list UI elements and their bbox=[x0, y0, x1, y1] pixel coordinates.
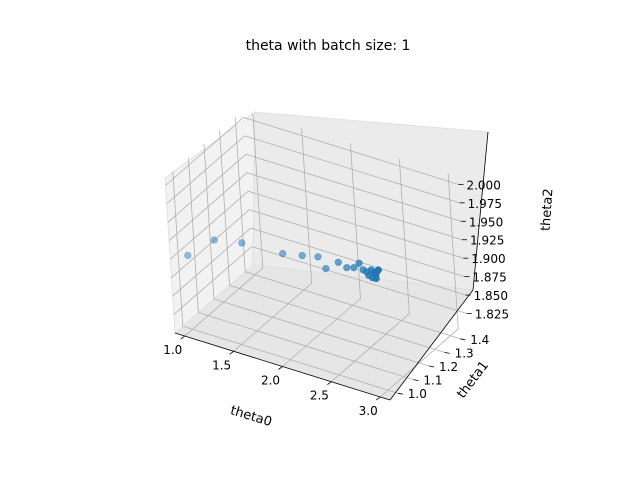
gridline-theta0 bbox=[379, 173, 459, 398]
gridline-theta2 bbox=[169, 190, 464, 260]
gridline-theta0 bbox=[184, 113, 264, 337]
tick-theta0 bbox=[180, 335, 186, 340]
theta0-axis-label: theta0 bbox=[228, 403, 273, 430]
gridline-theta2 bbox=[165, 116, 459, 186]
data-points bbox=[184, 236, 382, 283]
data-point bbox=[210, 236, 218, 244]
tick-label-theta0: 1.5 bbox=[212, 358, 231, 372]
tick-theta1 bbox=[413, 379, 419, 381]
tick-label-theta2: 1.975 bbox=[468, 197, 502, 211]
gridline-theta1 bbox=[203, 143, 430, 367]
tick-label-theta2: 1.875 bbox=[472, 271, 506, 285]
tick-theta0 bbox=[229, 350, 234, 355]
gridline-theta2 bbox=[171, 209, 465, 278]
theta2-axis-line bbox=[472, 131, 489, 291]
gridline-theta0 bbox=[282, 143, 361, 367]
tick-label-theta1: 1.0 bbox=[408, 387, 427, 401]
theta1-axis-line bbox=[389, 289, 474, 401]
gridlines bbox=[165, 113, 467, 398]
data-point bbox=[343, 264, 351, 272]
gridline-theta1 bbox=[219, 130, 445, 353]
data-point bbox=[322, 265, 330, 273]
tick-label-theta2: 1.825 bbox=[475, 308, 509, 322]
tick-theta1 bbox=[428, 365, 435, 368]
gridline-theta1 bbox=[188, 157, 414, 380]
data-point bbox=[374, 266, 382, 274]
data-point bbox=[314, 253, 322, 261]
gridline-theta0 bbox=[331, 158, 410, 383]
tick-label-theta1: 1.4 bbox=[470, 333, 489, 347]
theta2-axis-label: theta2 bbox=[539, 188, 557, 232]
tick-label-theta1: 1.3 bbox=[455, 346, 474, 360]
tick-label-theta2: 1.900 bbox=[471, 252, 505, 266]
tick-theta0 bbox=[278, 366, 283, 370]
gridline-theta2 bbox=[167, 153, 461, 223]
tick-theta1 bbox=[444, 352, 450, 354]
gridline-theta2 bbox=[173, 246, 467, 315]
tick-label-theta0: 2.0 bbox=[261, 374, 280, 388]
gridline-theta2 bbox=[166, 135, 460, 205]
tick-label-theta2: 2.000 bbox=[466, 178, 500, 192]
gridline-theta1 bbox=[234, 116, 461, 340]
gridline-theta0 bbox=[233, 128, 313, 352]
tick-label-theta1: 1.2 bbox=[439, 360, 458, 374]
theta1-axis-label: theta1 bbox=[454, 358, 492, 401]
tick-label-theta2: 1.925 bbox=[470, 234, 504, 248]
tick-label-theta2: 1.850 bbox=[474, 289, 508, 303]
gridline-theta2 bbox=[172, 227, 466, 297]
tick-theta0 bbox=[327, 381, 332, 386]
tick-label-theta0: 3.0 bbox=[359, 404, 378, 418]
gridline-theta1 bbox=[172, 171, 398, 394]
tick-theta1 bbox=[460, 338, 466, 341]
data-point bbox=[350, 264, 358, 272]
tick-label-theta2: 1.950 bbox=[469, 215, 503, 229]
data-point bbox=[334, 258, 342, 266]
gridline-theta2 bbox=[168, 172, 463, 242]
tick-label-theta0: 1.0 bbox=[163, 343, 182, 357]
tick-theta1 bbox=[397, 392, 403, 395]
tick-theta0 bbox=[375, 396, 381, 401]
tick-marks bbox=[180, 183, 472, 401]
data-point bbox=[238, 239, 246, 247]
chart-title: theta with batch size: 1 bbox=[246, 38, 411, 54]
data-point bbox=[298, 252, 306, 260]
data-point bbox=[184, 251, 192, 259]
tick-label-theta1: 1.1 bbox=[423, 374, 442, 388]
tick-label-theta0: 2.5 bbox=[310, 389, 329, 403]
data-point bbox=[279, 250, 287, 258]
data-point bbox=[355, 259, 363, 267]
tick-labels: 1.01.52.02.53.01.01.11.21.31.41.8251.850… bbox=[163, 178, 509, 418]
